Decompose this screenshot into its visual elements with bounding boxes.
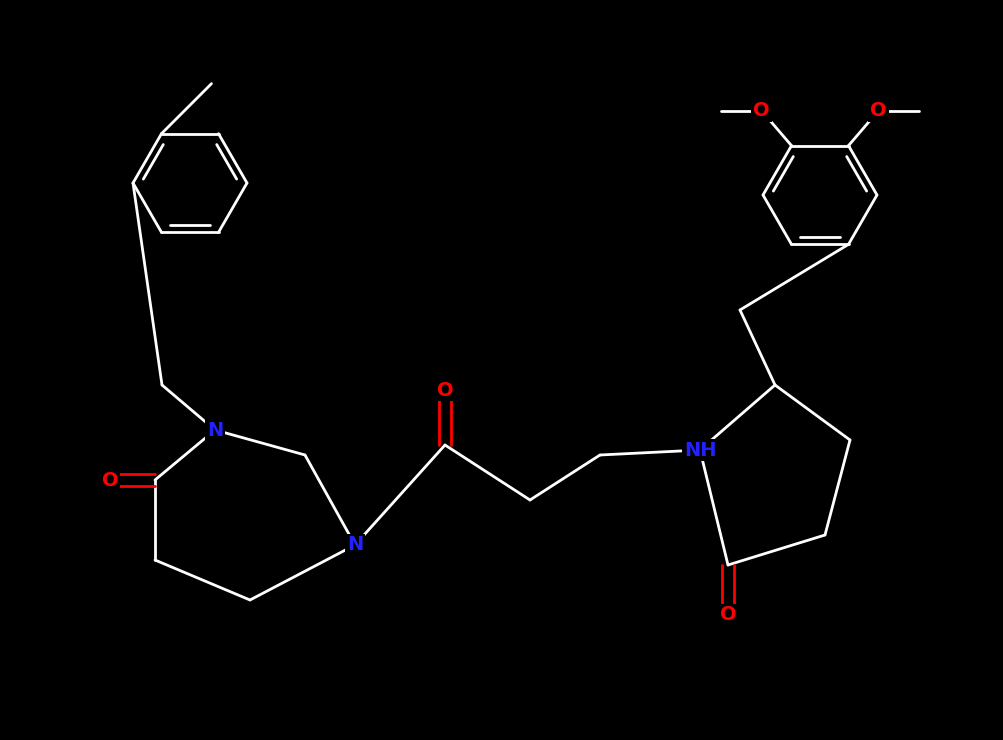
Text: N: N <box>207 420 223 440</box>
Text: O: O <box>101 471 118 489</box>
Text: O: O <box>719 605 735 625</box>
Text: O: O <box>870 101 886 120</box>
Text: O: O <box>436 380 453 400</box>
Text: O: O <box>752 101 769 120</box>
Text: N: N <box>346 536 363 554</box>
Text: NH: NH <box>683 440 715 460</box>
